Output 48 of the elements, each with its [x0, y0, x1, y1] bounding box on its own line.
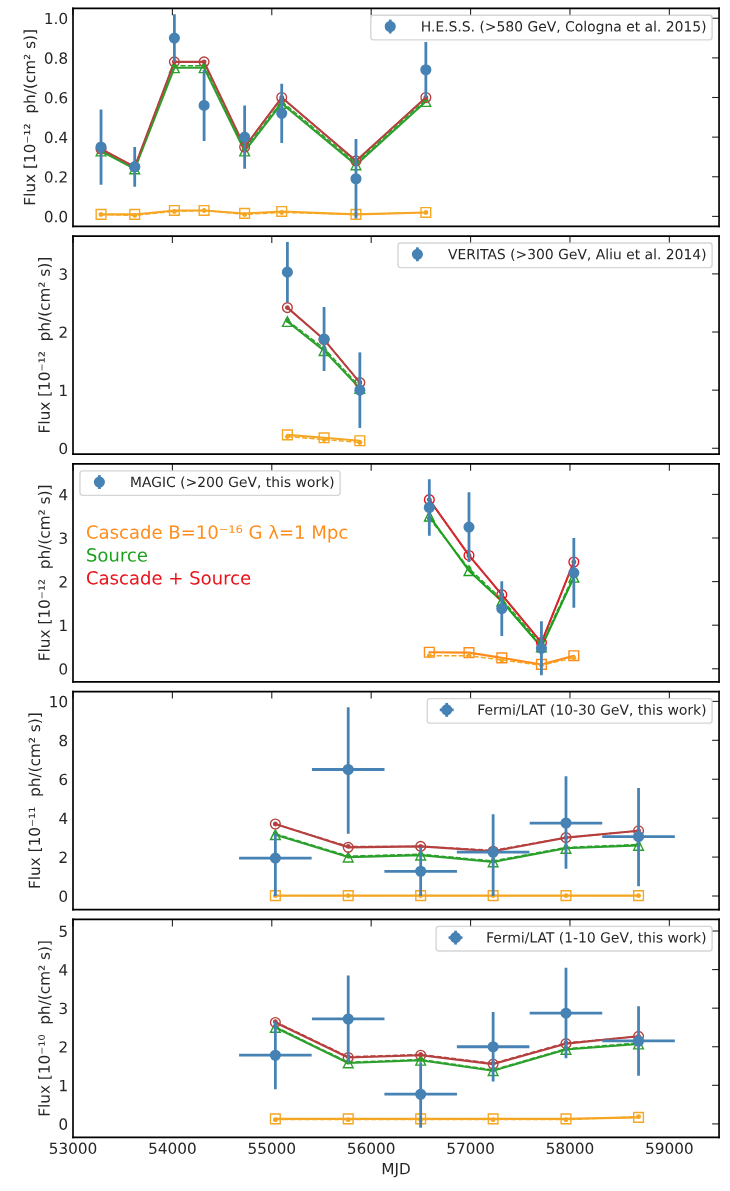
y-tick-label: 6	[59, 773, 68, 786]
text: Source	[87, 548, 147, 562]
y-tick-label: 8	[59, 734, 68, 747]
y-axis-title: Flux [10⁻¹² ph/(cm² s)]	[23, 30, 39, 205]
y-tick-label: 2	[59, 851, 67, 863]
y-tick-label: 0.0	[44, 210, 68, 223]
x-tick-label: 55000	[248, 1142, 296, 1155]
y-tick-label: 2	[59, 326, 67, 338]
x-axis-title: MJD	[382, 1163, 410, 1178]
x-tick-label: 53000	[49, 1142, 97, 1155]
y-tick-label: 1.0	[45, 12, 68, 25]
y-tick-label: 5	[59, 925, 67, 938]
x-tick-label: 57000	[447, 1142, 494, 1155]
y-axis-title: Flux [10⁻¹¹ ph/(cm² s)]	[28, 713, 44, 888]
y-tick-label: 4	[59, 964, 68, 976]
y-tick-label: 1	[60, 384, 67, 396]
y-tick-label: 0	[59, 663, 68, 675]
y-tick-label: 3	[59, 532, 67, 545]
legend-label: Fermi/LAT (10-30 GeV, this work)	[478, 704, 706, 717]
y-tick-label: 0	[59, 442, 68, 455]
y-tick-label: 4	[59, 812, 68, 824]
legend-label: MAGIC (>200 GeV, this work)	[131, 476, 334, 489]
x-tick-label: 59000	[646, 1142, 693, 1155]
y-tick-label: 2	[59, 1041, 67, 1053]
legend-label: H.E.S.S. (>580 GeV, Cologna et al. 2015)	[422, 20, 706, 35]
y-tick-label: 1	[60, 619, 67, 631]
y-tick-label: 4	[59, 489, 68, 501]
legend-label: Fermi/LAT (1-10 GeV, this work)	[487, 931, 706, 945]
y-tick-label: 0.2	[44, 171, 67, 183]
y-tick-label: 10	[50, 695, 68, 708]
x-tick-label: 58000	[546, 1142, 594, 1155]
text: Cascade + Source	[86, 570, 251, 585]
legend-label: VERITAS (>300 GeV, Aliu et al. 2014)	[448, 248, 706, 261]
x-tick-label: 56000	[348, 1142, 395, 1155]
y-tick-label: 3	[59, 1002, 67, 1015]
y-tick-label: 1	[60, 1079, 67, 1092]
y-tick-label: 0	[59, 1118, 68, 1130]
y-axis-title: Flux [10⁻¹⁰ ph/(cm² s)]	[38, 941, 53, 1116]
y-tick-label: 0.8	[44, 52, 68, 64]
text: Cascade B=10⁻¹⁶ G λ=1 Mpc	[86, 524, 348, 543]
y-axis-title: Flux [10⁻¹² ph/(cm² s)]	[38, 258, 53, 432]
y-tick-label: 0.6	[44, 91, 68, 104]
y-tick-label: 0	[59, 890, 68, 903]
y-tick-label: 2	[59, 576, 67, 588]
y-tick-label: 0.4	[44, 131, 68, 144]
y-axis-title: Flux [10⁻¹² ph/(cm² s)]	[38, 485, 53, 660]
x-tick-label: 54000	[149, 1142, 196, 1155]
y-tick-label: 3	[59, 268, 67, 280]
